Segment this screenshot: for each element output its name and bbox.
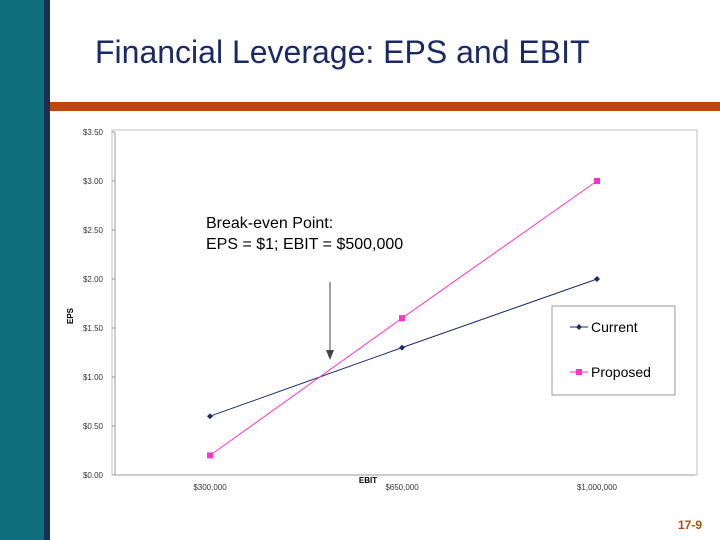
- x-tick-labels: $300,000 $650,000 $1,000,000: [193, 483, 617, 492]
- annotation-arrowhead: [326, 350, 334, 360]
- legend-current-label: Current: [591, 319, 638, 335]
- data-point-proposed: [594, 178, 600, 184]
- y-tick-label: $0.50: [83, 422, 104, 431]
- legend: Current Proposed: [551, 305, 676, 396]
- data-point-current: [594, 276, 600, 282]
- data-point-current: [399, 344, 405, 351]
- annotation-line-2: EPS = $1; EBIT = $500,000: [206, 236, 403, 253]
- x-tick-label: $650,000: [385, 483, 419, 492]
- data-point-proposed: [207, 452, 213, 459]
- legend-proposed-marker: [576, 369, 582, 375]
- legend-proposed-label: Proposed: [591, 364, 651, 380]
- y-tick-label: $2.00: [83, 275, 104, 284]
- slide-title: Financial Leverage: EPS and EBIT: [95, 34, 590, 70]
- annotation: Break-even Point: EPS = $1; EBIT = $500,…: [206, 215, 403, 360]
- data-point-current: [207, 413, 213, 420]
- sidebar-teal-band: [0, 0, 44, 540]
- y-tick-label: $2.50: [83, 226, 104, 235]
- slide-number: 17-9: [678, 518, 703, 532]
- eps-ebit-chart: $0.00 $0.50 $1.00 $1.50 $2.00 $2.50 $3.00 $3.50…: [66, 128, 698, 492]
- chart-frame: [111, 129, 698, 476]
- x-axis-label: EBIT: [359, 476, 377, 485]
- sidebar-navy-band: [44, 0, 50, 540]
- data-point-proposed: [399, 315, 405, 322]
- y-axis-label: EPS: [66, 307, 75, 324]
- x-tick-label: $300,000: [193, 483, 227, 492]
- legend-current-marker: [576, 324, 582, 330]
- y-tick-labels: $0.00 $0.50 $1.00 $1.50 $2.00 $2.50 $3.00 $3.50: [83, 128, 115, 480]
- title-divider: [50, 102, 720, 111]
- y-tick-label: $1.50: [83, 324, 104, 333]
- plot-axes: [114, 132, 695, 476]
- annotation-line-1: Break-even Point:: [206, 215, 333, 232]
- x-tick-label: $1,000,000: [577, 483, 618, 492]
- y-tick-label: $1.00: [83, 373, 104, 382]
- legend-box: [551, 305, 676, 396]
- y-tick-label: $3.50: [83, 128, 104, 137]
- y-tick-label: $3.00: [83, 177, 104, 186]
- y-tick-label: $0.00: [83, 471, 104, 480]
- series-layer: [207, 178, 600, 459]
